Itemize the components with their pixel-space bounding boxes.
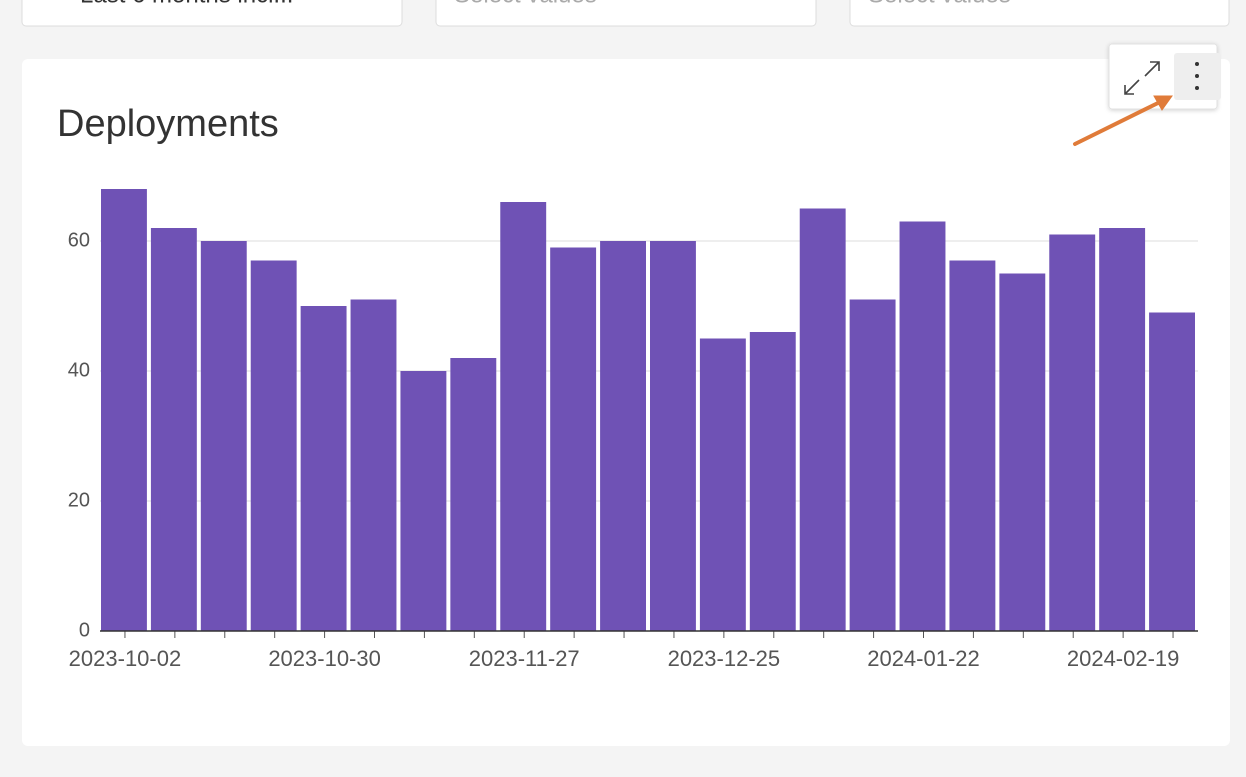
y-tick-label: 0 [79,619,90,641]
y-tick-label: 60 [68,229,90,251]
bar [300,306,347,631]
y-tick-label: 40 [68,359,90,381]
expand-icon[interactable] [1124,61,1160,95]
bar [550,247,597,631]
bar [101,189,147,631]
bar [849,299,896,631]
bar [999,273,1046,631]
filter-text: Select values [868,0,1011,8]
bar [749,332,796,631]
filter-box[interactable] [435,0,817,27]
x-tick-label: 2024-02-19 [1067,646,1180,671]
bar [899,221,946,631]
plot: 0 20 40 60 2023-10-02 2023-10-30 2023-11-27 202… [68,189,1198,671]
bar [949,260,996,631]
bar [799,208,846,631]
filter-text: Select values [454,0,597,8]
x-tick-label: 2023-10-30 [268,646,381,671]
filter-box[interactable] [849,0,1230,27]
x-tick-label: 2023-10-02 [69,646,182,671]
bar [1149,312,1195,631]
bar [699,338,746,631]
bar [400,371,447,631]
filter-box[interactable] [21,0,403,27]
bar [600,241,646,631]
bar [450,358,497,631]
arrow [1073,95,1173,146]
x-tick-label: 2024-01-22 [867,646,980,671]
x-tick-label: 2023-12-25 [668,646,781,671]
bar [250,260,297,631]
chart-title: Deployments [57,103,279,145]
bar [150,228,197,631]
bar [650,241,696,631]
filter-text: Last 6 months incl... [80,0,293,8]
bar [350,299,397,631]
kebab-icon [1195,62,1199,90]
bar [1099,228,1146,631]
bar [1049,234,1096,631]
y-tick-label: 20 [68,489,90,511]
bar [200,241,247,631]
bar [500,202,547,631]
x-tick-label: 2023-11-27 [469,646,580,671]
